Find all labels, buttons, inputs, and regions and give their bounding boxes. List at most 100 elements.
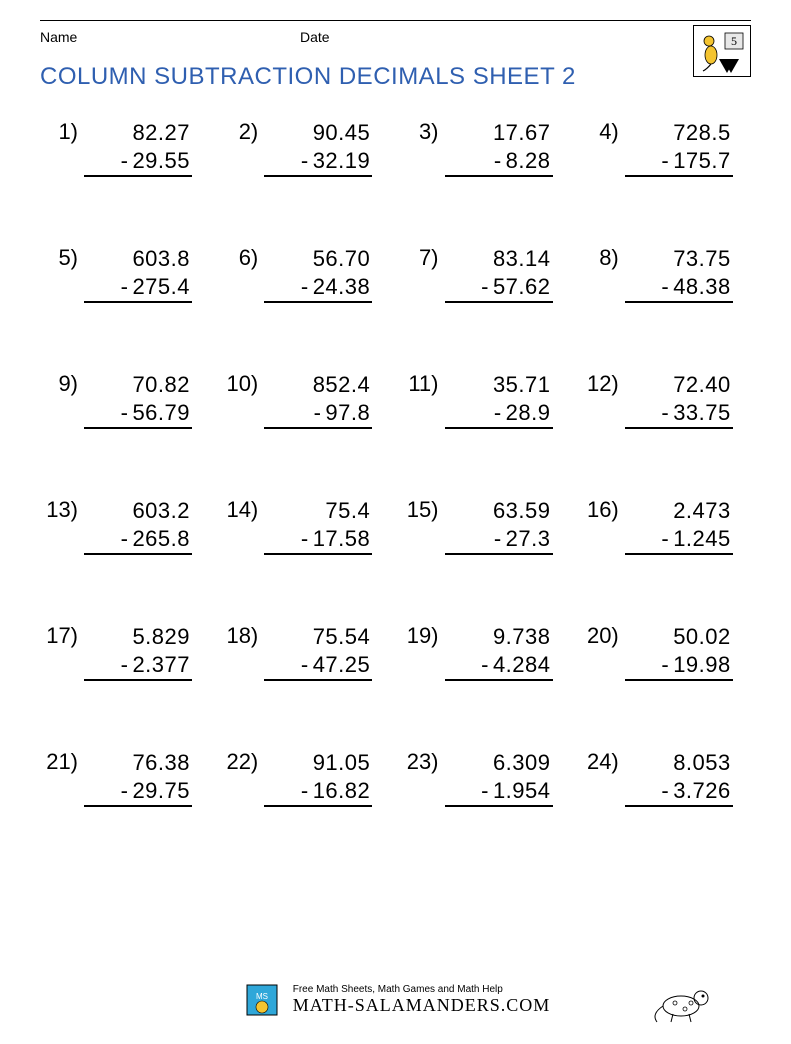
subtrahend: 29.75 — [132, 777, 192, 805]
problem-number: 12) — [581, 371, 625, 397]
svg-text:MS: MS — [256, 992, 268, 1001]
problem-number: 19) — [401, 623, 445, 649]
problem: 6)56.70-24.38 — [220, 245, 390, 303]
subtrahend: 48.38 — [673, 273, 733, 301]
subtrahend: 175.7 — [673, 147, 733, 175]
problem: 10)852.4-97.8 — [220, 371, 390, 429]
minuend: 50.02 — [625, 623, 733, 651]
subtrahend-row: -27.3 — [445, 525, 553, 556]
minuend: 90.45 — [264, 119, 372, 147]
problem-number: 16) — [581, 497, 625, 523]
subtrahend-row: -56.79 — [84, 399, 192, 430]
subtrahend-row: -47.25 — [264, 651, 372, 682]
subtrahend: 32.19 — [313, 147, 373, 175]
problem-number: 11) — [401, 371, 445, 397]
minuend: 35.71 — [445, 371, 553, 399]
problem-number: 10) — [220, 371, 264, 397]
subtrahend-row: -33.75 — [625, 399, 733, 430]
subtrahend-row: -19.98 — [625, 651, 733, 682]
subtrahend-row: -4.284 — [445, 651, 553, 682]
subtrahend: 57.62 — [493, 273, 553, 301]
subtrahend-row: -175.7 — [625, 147, 733, 178]
problem-body: 2.473-1.245 — [625, 497, 733, 555]
minus-sign: - — [121, 525, 129, 553]
minus-sign: - — [481, 651, 489, 679]
problem-number: 24) — [581, 749, 625, 775]
minuend: 603.8 — [84, 245, 192, 273]
subtrahend-row: -3.726 — [625, 777, 733, 808]
minuend: 728.5 — [625, 119, 733, 147]
subtrahend-row: -275.4 — [84, 273, 192, 304]
minuend: 8.053 — [625, 749, 733, 777]
subtrahend: 17.58 — [313, 525, 373, 553]
minus-sign: - — [661, 273, 669, 301]
subtrahend: 28.9 — [506, 399, 553, 427]
problem: 1)82.27-29.55 — [40, 119, 210, 177]
minuend: 70.82 — [84, 371, 192, 399]
subtrahend-row: -1.954 — [445, 777, 553, 808]
problem-body: 5.829-2.377 — [84, 623, 192, 681]
minuend: 75.4 — [264, 497, 372, 525]
problem-number: 6) — [220, 245, 264, 271]
minus-sign: - — [301, 777, 309, 805]
minuend: 6.309 — [445, 749, 553, 777]
subtrahend: 1.245 — [673, 525, 733, 553]
minus-sign: - — [481, 777, 489, 805]
salamander-logo-icon: MS — [241, 979, 283, 1021]
subtrahend: 47.25 — [313, 651, 373, 679]
subtrahend-row: -29.75 — [84, 777, 192, 808]
problem-body: 73.75-48.38 — [625, 245, 733, 303]
problem: 22)91.05-16.82 — [220, 749, 390, 807]
subtrahend: 8.28 — [506, 147, 553, 175]
problem: 7)83.14-57.62 — [401, 245, 571, 303]
subtrahend-row: -17.58 — [264, 525, 372, 556]
problem-number: 20) — [581, 623, 625, 649]
problem-body: 76.38-29.75 — [84, 749, 192, 807]
minuend: 603.2 — [84, 497, 192, 525]
minus-sign: - — [121, 273, 129, 301]
subtrahend: 2.377 — [132, 651, 192, 679]
problem-body: 56.70-24.38 — [264, 245, 372, 303]
problem-number: 23) — [401, 749, 445, 775]
subtrahend-row: -2.377 — [84, 651, 192, 682]
problem-number: 3) — [401, 119, 445, 145]
subtrahend-row: -265.8 — [84, 525, 192, 556]
problem: 9)70.82-56.79 — [40, 371, 210, 429]
problem-number: 21) — [40, 749, 84, 775]
minus-sign: - — [121, 777, 129, 805]
minus-sign: - — [121, 399, 129, 427]
problem-body: 50.02-19.98 — [625, 623, 733, 681]
minus-sign: - — [301, 147, 309, 175]
problem-body: 852.4-97.8 — [264, 371, 372, 429]
problem: 8)73.75-48.38 — [581, 245, 751, 303]
problem-body: 75.4-17.58 — [264, 497, 372, 555]
problem-body: 603.8-275.4 — [84, 245, 192, 303]
minus-sign: - — [121, 147, 129, 175]
problem-number: 1) — [40, 119, 84, 145]
header-row: Name Date 5 — [40, 21, 751, 45]
problem: 23)6.309-1.954 — [401, 749, 571, 807]
problem-body: 91.05-16.82 — [264, 749, 372, 807]
minus-sign: - — [494, 525, 502, 553]
problem-number: 14) — [220, 497, 264, 523]
minus-sign: - — [301, 525, 309, 553]
problem: 2)90.45-32.19 — [220, 119, 390, 177]
minuend: 56.70 — [264, 245, 372, 273]
svg-text:5: 5 — [731, 34, 737, 48]
problem-number: 5) — [40, 245, 84, 271]
problem: 14)75.4-17.58 — [220, 497, 390, 555]
subtrahend: 3.726 — [673, 777, 733, 805]
subtrahend: 275.4 — [132, 273, 192, 301]
subtrahend: 56.79 — [132, 399, 192, 427]
subtrahend: 33.75 — [673, 399, 733, 427]
minuend: 852.4 — [264, 371, 372, 399]
minus-sign: - — [661, 525, 669, 553]
footer-site: MATH-SALAMANDERS.COM — [293, 995, 551, 1016]
problems-grid: 1)82.27-29.552)90.45-32.193)17.67-8.284)… — [40, 119, 751, 807]
problem-body: 83.14-57.62 — [445, 245, 553, 303]
problem: 21)76.38-29.75 — [40, 749, 210, 807]
minuend: 63.59 — [445, 497, 553, 525]
minus-sign: - — [121, 651, 129, 679]
problem: 17)5.829-2.377 — [40, 623, 210, 681]
subtrahend: 19.98 — [673, 651, 733, 679]
